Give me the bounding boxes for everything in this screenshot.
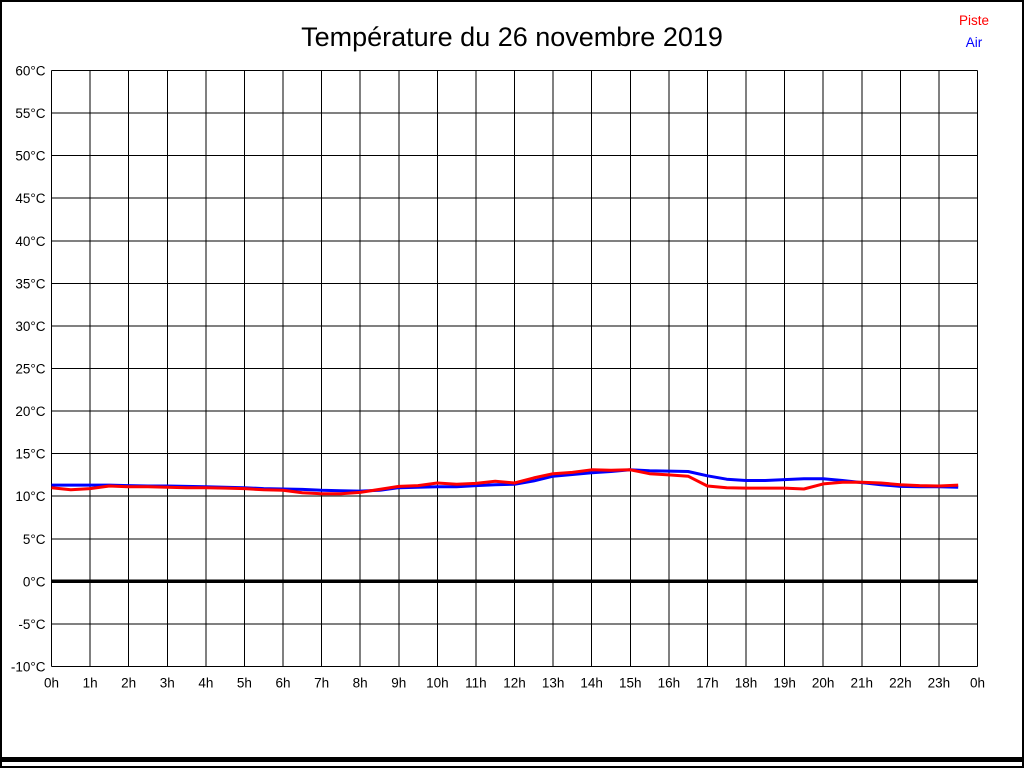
piste-line: [51, 468, 959, 496]
y-tick-label: 40°C: [15, 234, 45, 249]
x-tick-label: 7h: [314, 676, 329, 691]
x-tick-label: 4h: [198, 676, 213, 691]
y-tick-label: 35°C: [15, 276, 45, 291]
y-axis-labels: 60°C 55°C 50°C 45°C 40°C 35°C 30°C 25°C 20°C 15°C…: [11, 64, 46, 675]
chart-title: Température du 26 novembre 2019: [301, 22, 723, 52]
x-tick-label: 21h: [850, 676, 873, 691]
y-tick-label: 45°C: [15, 191, 45, 206]
bottom-border-bar: [2, 757, 1022, 762]
y-tick-label: 20°C: [15, 404, 45, 419]
x-tick-label: 6h: [275, 676, 290, 691]
x-tick-label: 20h: [812, 676, 835, 691]
x-tick-label: 0h: [44, 676, 59, 691]
x-tick-label: 12h: [503, 676, 526, 691]
x-tick-label: 13h: [542, 676, 565, 691]
y-tick-label: 50°C: [15, 149, 45, 164]
x-tick-label: 14h: [580, 676, 603, 691]
x-tick-label: 22h: [889, 676, 912, 691]
x-tick-label: 3h: [160, 676, 175, 691]
x-tick-label: 17h: [696, 676, 719, 691]
x-tick-label: 0h: [970, 676, 985, 691]
x-tick-label: 23h: [928, 676, 951, 691]
y-tick-label: 55°C: [15, 106, 45, 121]
x-tick-label: 11h: [465, 676, 487, 691]
x-tick-label: 15h: [619, 676, 642, 691]
x-tick-label: 1h: [83, 676, 98, 691]
x-axis-labels: 0h 1h 2h 3h 4h 5h 6h 7h 8h 9h 10h 11h 12h 13h 14h 15h 16…: [44, 676, 985, 691]
grid: [51, 70, 978, 667]
x-tick-label: 19h: [773, 676, 796, 691]
x-tick-label: 18h: [735, 676, 758, 691]
y-tick-label: -5°C: [18, 617, 45, 632]
x-tick-label: 10h: [426, 676, 449, 691]
y-tick-label: 30°C: [15, 319, 45, 334]
x-tick-label: 16h: [658, 676, 681, 691]
legend: Piste Air: [959, 13, 989, 51]
x-tick-label: 8h: [353, 676, 368, 691]
y-tick-label: -10°C: [11, 660, 46, 675]
legend-air-label: Air: [965, 35, 983, 50]
x-tick-label: 9h: [391, 676, 406, 691]
legend-piste-label: Piste: [958, 13, 989, 28]
x-tick-label: 5h: [237, 676, 252, 691]
y-tick-label: 15°C: [15, 447, 45, 462]
y-tick-label: 10°C: [15, 489, 45, 504]
y-tick-label: 5°C: [23, 532, 46, 547]
x-tick-label: 2h: [121, 676, 136, 691]
y-tick-label: 60°C: [15, 64, 45, 79]
y-tick-label: 0°C: [23, 574, 46, 589]
y-tick-label: 25°C: [15, 362, 45, 377]
